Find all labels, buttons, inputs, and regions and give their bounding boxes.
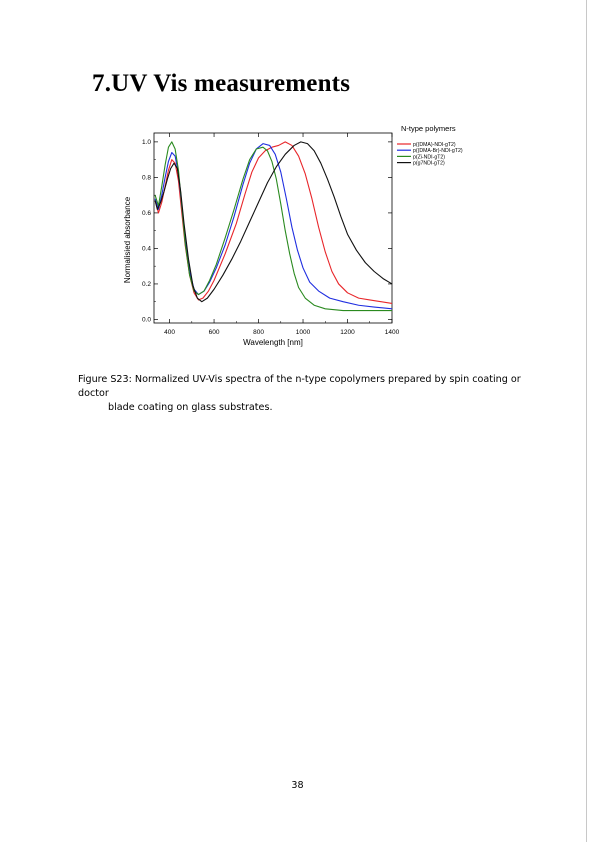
page-edge <box>586 0 587 842</box>
x-axis-label: Wavelength [nm] <box>243 338 303 347</box>
legend-title: N-type polymers <box>401 124 456 133</box>
y-tick-label: 1.0 <box>142 139 151 146</box>
caption-line-2: blade coating on glass substrates. <box>108 402 273 413</box>
x-tick-label: 400 <box>164 329 175 336</box>
plot-frame <box>153 132 393 324</box>
y-tick-label: 0.0 <box>142 317 151 324</box>
x-tick-label: 800 <box>253 329 264 336</box>
series-line-2 <box>154 143 393 310</box>
y-tick-label: 0.6 <box>142 210 151 217</box>
x-tick-label: 600 <box>209 329 220 336</box>
page-number: 38 <box>291 780 304 791</box>
y-tick-label: 0.8 <box>142 175 151 182</box>
y-tick-label: 0.4 <box>142 246 151 253</box>
figure-caption: Figure S23: Normalized UV-Vis spectra of… <box>78 373 538 415</box>
series-line-3 <box>154 141 392 312</box>
x-tick-label: 1400 <box>385 329 400 336</box>
y-tick-label: 0.2 <box>142 281 151 288</box>
legend-label: p(g7NDI-gT2) <box>413 161 445 167</box>
caption-line-1: Figure S23: Normalized UV-Vis spectra of… <box>78 374 521 399</box>
uv-vis-chart: 400 600 800 1000 1200 1400 0.0 0.2 0.4 0.6 0.8 1.0 W… <box>123 124 463 347</box>
legend-label: p((DMA)-NDI-gT2) <box>413 142 456 148</box>
series-line-4 <box>154 141 393 303</box>
x-tick-label: 1200 <box>340 329 355 336</box>
figure: 400 600 800 1000 1200 1400 0.0 0.2 0.4 0.6 0.8 1.0 W… <box>110 118 510 358</box>
section-title: 7.UV Vis measurements <box>92 70 351 97</box>
legend-label: p(Zi-NDI-gT2) <box>413 154 445 160</box>
y-axis-label: Normalisied absorbance <box>123 196 132 283</box>
legend-label: p((DMA-Br)-NDI-gT2) <box>413 148 463 154</box>
x-tick-label: 1000 <box>296 329 311 336</box>
